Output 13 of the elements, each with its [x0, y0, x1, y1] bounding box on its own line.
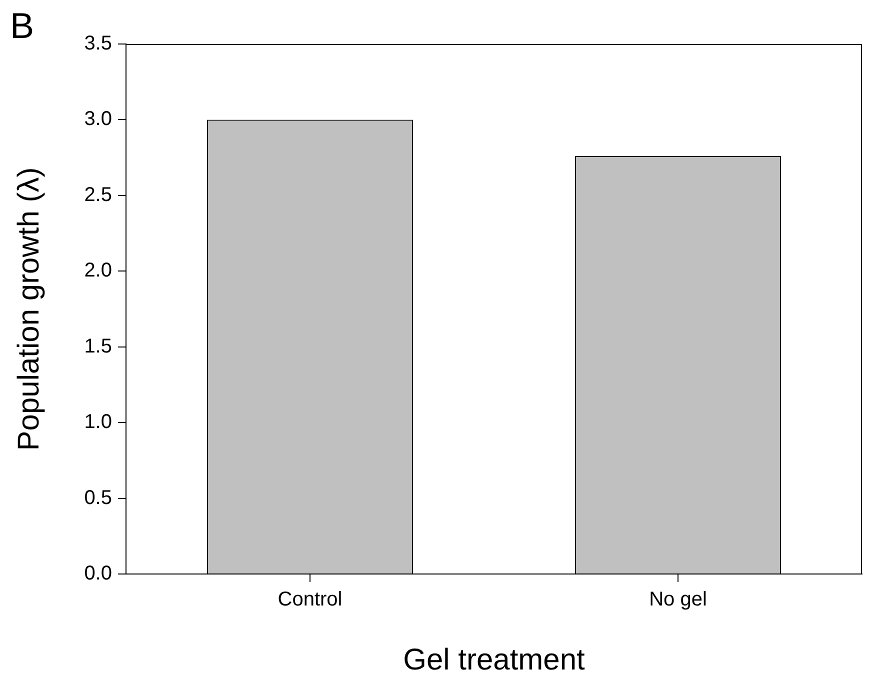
x-tick-label: No gel	[649, 588, 707, 611]
y-axis-title: Population growth (λ)	[12, 167, 46, 451]
y-tick-label: 0.0	[84, 562, 112, 585]
x-axis-title: Gel treatment	[403, 643, 586, 676]
y-tick-label: 0.5	[84, 486, 112, 509]
y-tick-label: 1.0	[84, 411, 112, 434]
y-tick-label: 3.0	[84, 108, 112, 130]
y-tick-label: 1.5	[84, 335, 112, 358]
x-tick-label: Control	[278, 588, 342, 611]
y-tick-label: 2.0	[84, 260, 112, 282]
text: B	[10, 4, 34, 46]
y-tick-label: 3.5	[84, 32, 112, 55]
y-tick-label: 2.5	[84, 184, 112, 206]
